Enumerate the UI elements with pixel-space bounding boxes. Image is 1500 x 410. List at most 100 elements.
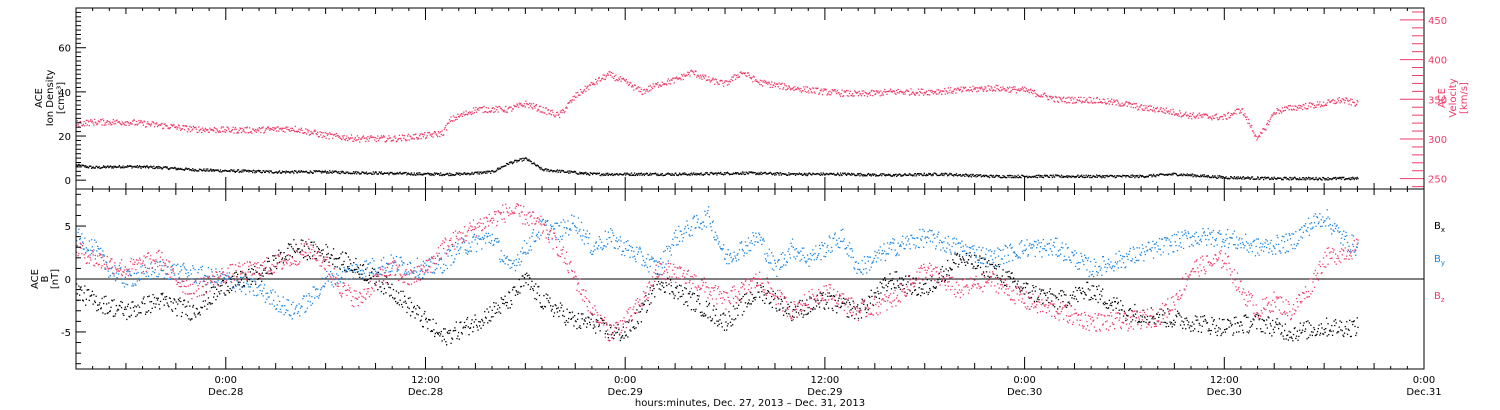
by-point [120, 267, 122, 269]
velocity-point [443, 134, 445, 136]
density-point [198, 170, 200, 172]
velocity-point [716, 81, 718, 83]
by-point [298, 303, 300, 305]
velocity-point [195, 126, 197, 128]
density-point [284, 171, 286, 173]
velocity-point [555, 114, 557, 116]
by-point [958, 242, 960, 244]
density-point [119, 166, 121, 168]
density-point [389, 171, 392, 174]
by-point [124, 276, 126, 278]
velocity-point [95, 122, 97, 124]
velocity-point [782, 88, 784, 90]
density-point [252, 171, 254, 174]
by-point [574, 226, 577, 228]
velocity-point [87, 119, 89, 122]
density-point [653, 173, 655, 175]
by-point [748, 250, 750, 252]
velocity-point [938, 92, 940, 94]
density-point [825, 172, 827, 175]
by-point [471, 241, 473, 243]
by-point [784, 254, 786, 256]
velocity-point [583, 89, 585, 91]
velocity-point [341, 139, 343, 141]
by-point [321, 277, 323, 279]
velocity-point [872, 95, 874, 97]
velocity-point [1030, 88, 1032, 90]
by-point [994, 250, 996, 252]
density-point [583, 172, 585, 174]
velocity-point [961, 91, 963, 93]
density-point [264, 171, 266, 173]
density-point [876, 175, 878, 177]
velocity-point [622, 77, 624, 79]
density-point [93, 167, 95, 169]
density-point [762, 172, 764, 174]
by-point [350, 278, 353, 280]
density-point [132, 166, 135, 168]
velocity-point [469, 112, 472, 114]
velocity-point [81, 124, 83, 127]
density-point [827, 173, 829, 175]
velocity-point [103, 124, 105, 126]
by-point [394, 260, 396, 262]
by-point [947, 235, 949, 238]
density-point [1078, 176, 1081, 178]
density-point [231, 169, 233, 171]
velocity-point [323, 135, 326, 138]
velocity-point [583, 90, 585, 92]
density-point [509, 161, 511, 163]
density-point [1345, 178, 1347, 180]
density-point [1319, 178, 1322, 180]
velocity-point [710, 80, 712, 82]
velocity-point [510, 106, 512, 108]
velocity-point [769, 86, 771, 89]
velocity-point [605, 76, 607, 78]
density-point [1168, 173, 1170, 175]
velocity-point [1320, 104, 1322, 106]
velocity-point [750, 78, 752, 80]
density-point [887, 174, 889, 176]
velocity-point [751, 76, 753, 78]
density-point [418, 174, 420, 176]
density-point [1269, 178, 1271, 181]
density-point [237, 169, 240, 171]
by-point [1093, 275, 1095, 278]
density-point [257, 170, 259, 172]
by-point [678, 225, 680, 227]
by-point [791, 245, 793, 247]
by-point [703, 225, 705, 227]
velocity-point [144, 121, 146, 123]
density-point [980, 176, 982, 178]
velocity-point [259, 128, 261, 130]
density-point [881, 173, 884, 175]
velocity-point [718, 83, 720, 85]
by-point [642, 255, 644, 257]
velocity-point [1130, 106, 1132, 108]
density-point [1003, 176, 1005, 178]
density-point [238, 171, 240, 174]
velocity-point [654, 83, 657, 85]
by-point [1182, 247, 1185, 250]
density-point [258, 170, 260, 173]
by-point [783, 258, 785, 260]
density-point [1288, 179, 1290, 181]
velocity-point [257, 128, 259, 130]
density-point [741, 173, 743, 175]
by-point [511, 263, 514, 265]
density-point [227, 170, 229, 172]
density-point [87, 166, 89, 169]
velocity-point [1158, 110, 1161, 112]
velocity-point [217, 130, 219, 133]
by-point [1139, 253, 1141, 255]
by-point [1021, 240, 1023, 242]
velocity-point [810, 91, 812, 93]
velocity-point [1030, 91, 1033, 93]
density-point [454, 174, 456, 176]
by-point [120, 273, 123, 275]
by-point [991, 259, 994, 261]
velocity-point [1103, 98, 1105, 101]
by-point [1194, 233, 1196, 235]
by-point [88, 240, 90, 242]
velocity-point [1072, 98, 1075, 100]
